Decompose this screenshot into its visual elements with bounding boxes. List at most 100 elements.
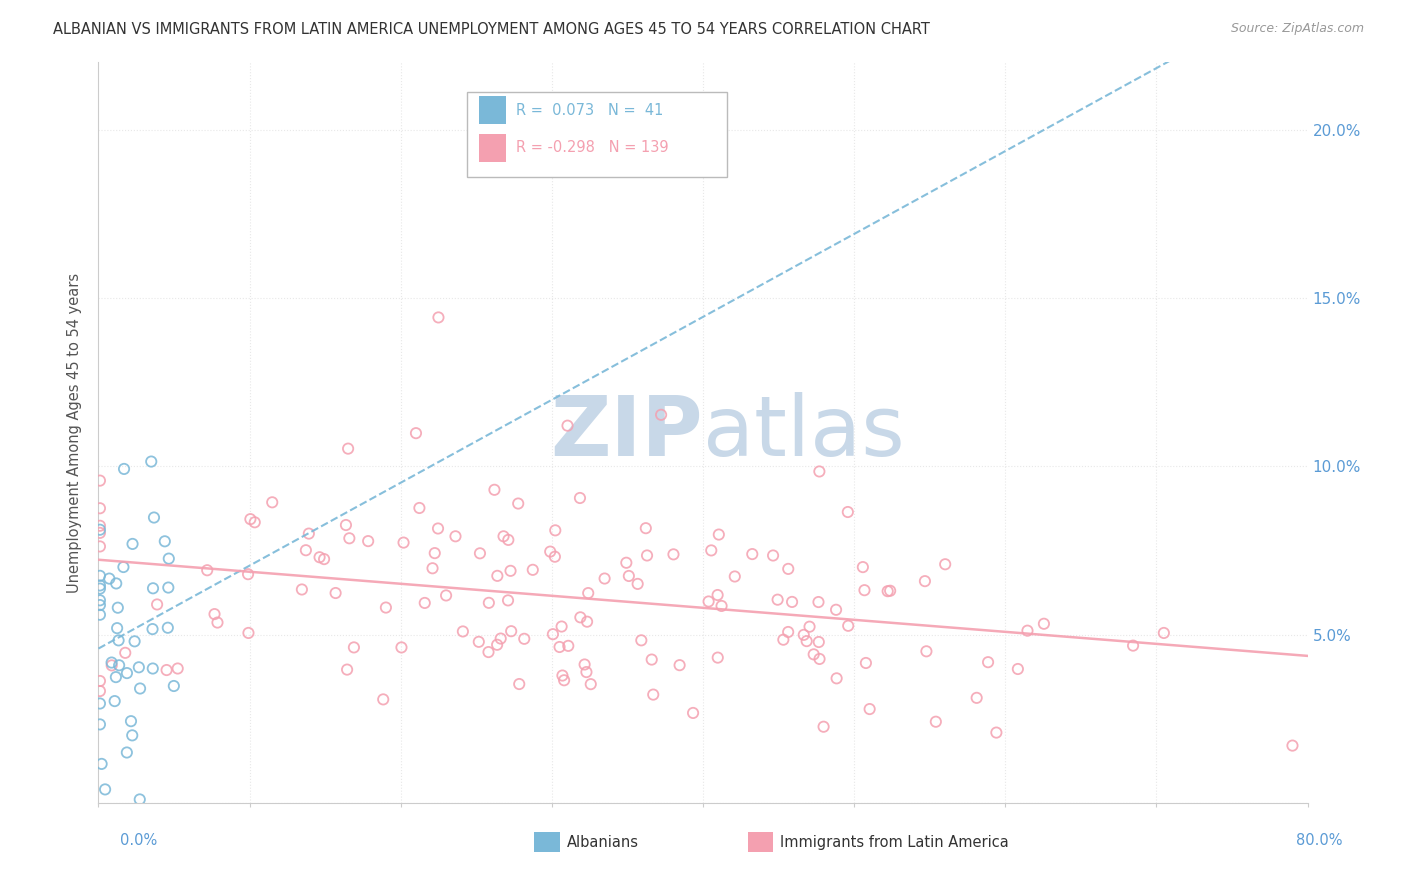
Point bbox=[986, 725, 1008, 739]
Point bbox=[636, 549, 658, 563]
Point bbox=[157, 551, 180, 566]
Point bbox=[630, 633, 652, 648]
Point bbox=[544, 524, 567, 538]
Point bbox=[108, 658, 131, 673]
Point bbox=[128, 660, 150, 674]
Point bbox=[468, 635, 491, 649]
Point bbox=[98, 572, 121, 586]
Point bbox=[115, 746, 138, 760]
Point bbox=[614, 556, 637, 570]
Point bbox=[89, 593, 111, 607]
Point bbox=[522, 563, 544, 577]
Point bbox=[1281, 739, 1303, 753]
Point bbox=[553, 673, 575, 688]
Point bbox=[100, 656, 122, 670]
Point bbox=[837, 619, 859, 633]
Point bbox=[155, 663, 177, 677]
Point bbox=[499, 564, 522, 578]
Point bbox=[807, 635, 830, 649]
Point bbox=[1122, 639, 1144, 653]
Point bbox=[808, 465, 831, 479]
Point bbox=[966, 690, 988, 705]
Point bbox=[120, 714, 142, 728]
Point bbox=[166, 661, 188, 675]
Point bbox=[641, 652, 664, 666]
Point bbox=[977, 655, 1000, 669]
Point bbox=[1007, 662, 1029, 676]
Point bbox=[337, 442, 360, 456]
Point bbox=[574, 657, 596, 672]
Point bbox=[569, 610, 592, 624]
FancyBboxPatch shape bbox=[467, 92, 727, 178]
Point bbox=[121, 537, 143, 551]
Point bbox=[662, 547, 685, 561]
Point bbox=[89, 607, 111, 622]
Point bbox=[853, 583, 876, 598]
Point bbox=[772, 632, 794, 647]
Point bbox=[778, 562, 800, 576]
Point bbox=[668, 658, 690, 673]
Point bbox=[780, 595, 803, 609]
Point bbox=[1017, 624, 1039, 638]
Point bbox=[579, 677, 602, 691]
Point bbox=[807, 595, 830, 609]
Point bbox=[141, 454, 163, 468]
Text: Albanians: Albanians bbox=[567, 835, 638, 849]
Point bbox=[741, 547, 763, 561]
Point bbox=[548, 640, 571, 654]
Point bbox=[643, 688, 665, 702]
Point bbox=[343, 640, 366, 655]
Point bbox=[803, 648, 825, 662]
Point bbox=[879, 583, 901, 598]
Point bbox=[568, 491, 591, 505]
Point bbox=[837, 505, 859, 519]
Point bbox=[489, 632, 512, 646]
Point bbox=[143, 510, 166, 524]
Point bbox=[239, 512, 262, 526]
Text: Source: ZipAtlas.com: Source: ZipAtlas.com bbox=[1230, 22, 1364, 36]
Point bbox=[550, 619, 572, 633]
Point bbox=[243, 516, 266, 530]
Point bbox=[337, 531, 360, 545]
Text: 80.0%: 80.0% bbox=[1296, 833, 1343, 847]
Point bbox=[710, 599, 733, 613]
Point bbox=[706, 650, 728, 665]
Point bbox=[89, 717, 111, 731]
Point bbox=[141, 622, 163, 636]
Point bbox=[682, 706, 704, 720]
Point bbox=[373, 692, 395, 706]
Point bbox=[89, 518, 111, 533]
Point bbox=[94, 782, 117, 797]
Point bbox=[808, 652, 831, 666]
Point bbox=[427, 310, 450, 325]
Point bbox=[813, 720, 835, 734]
Point bbox=[89, 501, 111, 516]
Point bbox=[576, 586, 599, 600]
Point bbox=[914, 574, 936, 589]
Point bbox=[793, 628, 815, 642]
Point bbox=[207, 615, 229, 630]
Point bbox=[89, 673, 111, 688]
Point bbox=[925, 714, 948, 729]
Point bbox=[89, 540, 111, 554]
Point bbox=[508, 677, 530, 691]
Point bbox=[336, 663, 359, 677]
Point bbox=[557, 418, 579, 433]
Point bbox=[541, 627, 564, 641]
Point bbox=[357, 534, 380, 549]
Text: R = -0.298   N = 139: R = -0.298 N = 139 bbox=[516, 140, 668, 155]
Point bbox=[142, 582, 165, 596]
Point bbox=[89, 569, 111, 583]
Point bbox=[513, 632, 536, 646]
Point bbox=[114, 646, 136, 660]
Point bbox=[104, 694, 127, 708]
Point bbox=[262, 495, 284, 509]
Point bbox=[107, 600, 129, 615]
Point bbox=[298, 526, 321, 541]
Point bbox=[724, 569, 747, 583]
Point bbox=[934, 558, 956, 572]
Point bbox=[142, 661, 165, 675]
Text: ZIP: ZIP bbox=[551, 392, 703, 473]
Point bbox=[484, 483, 506, 497]
Point bbox=[707, 527, 730, 541]
